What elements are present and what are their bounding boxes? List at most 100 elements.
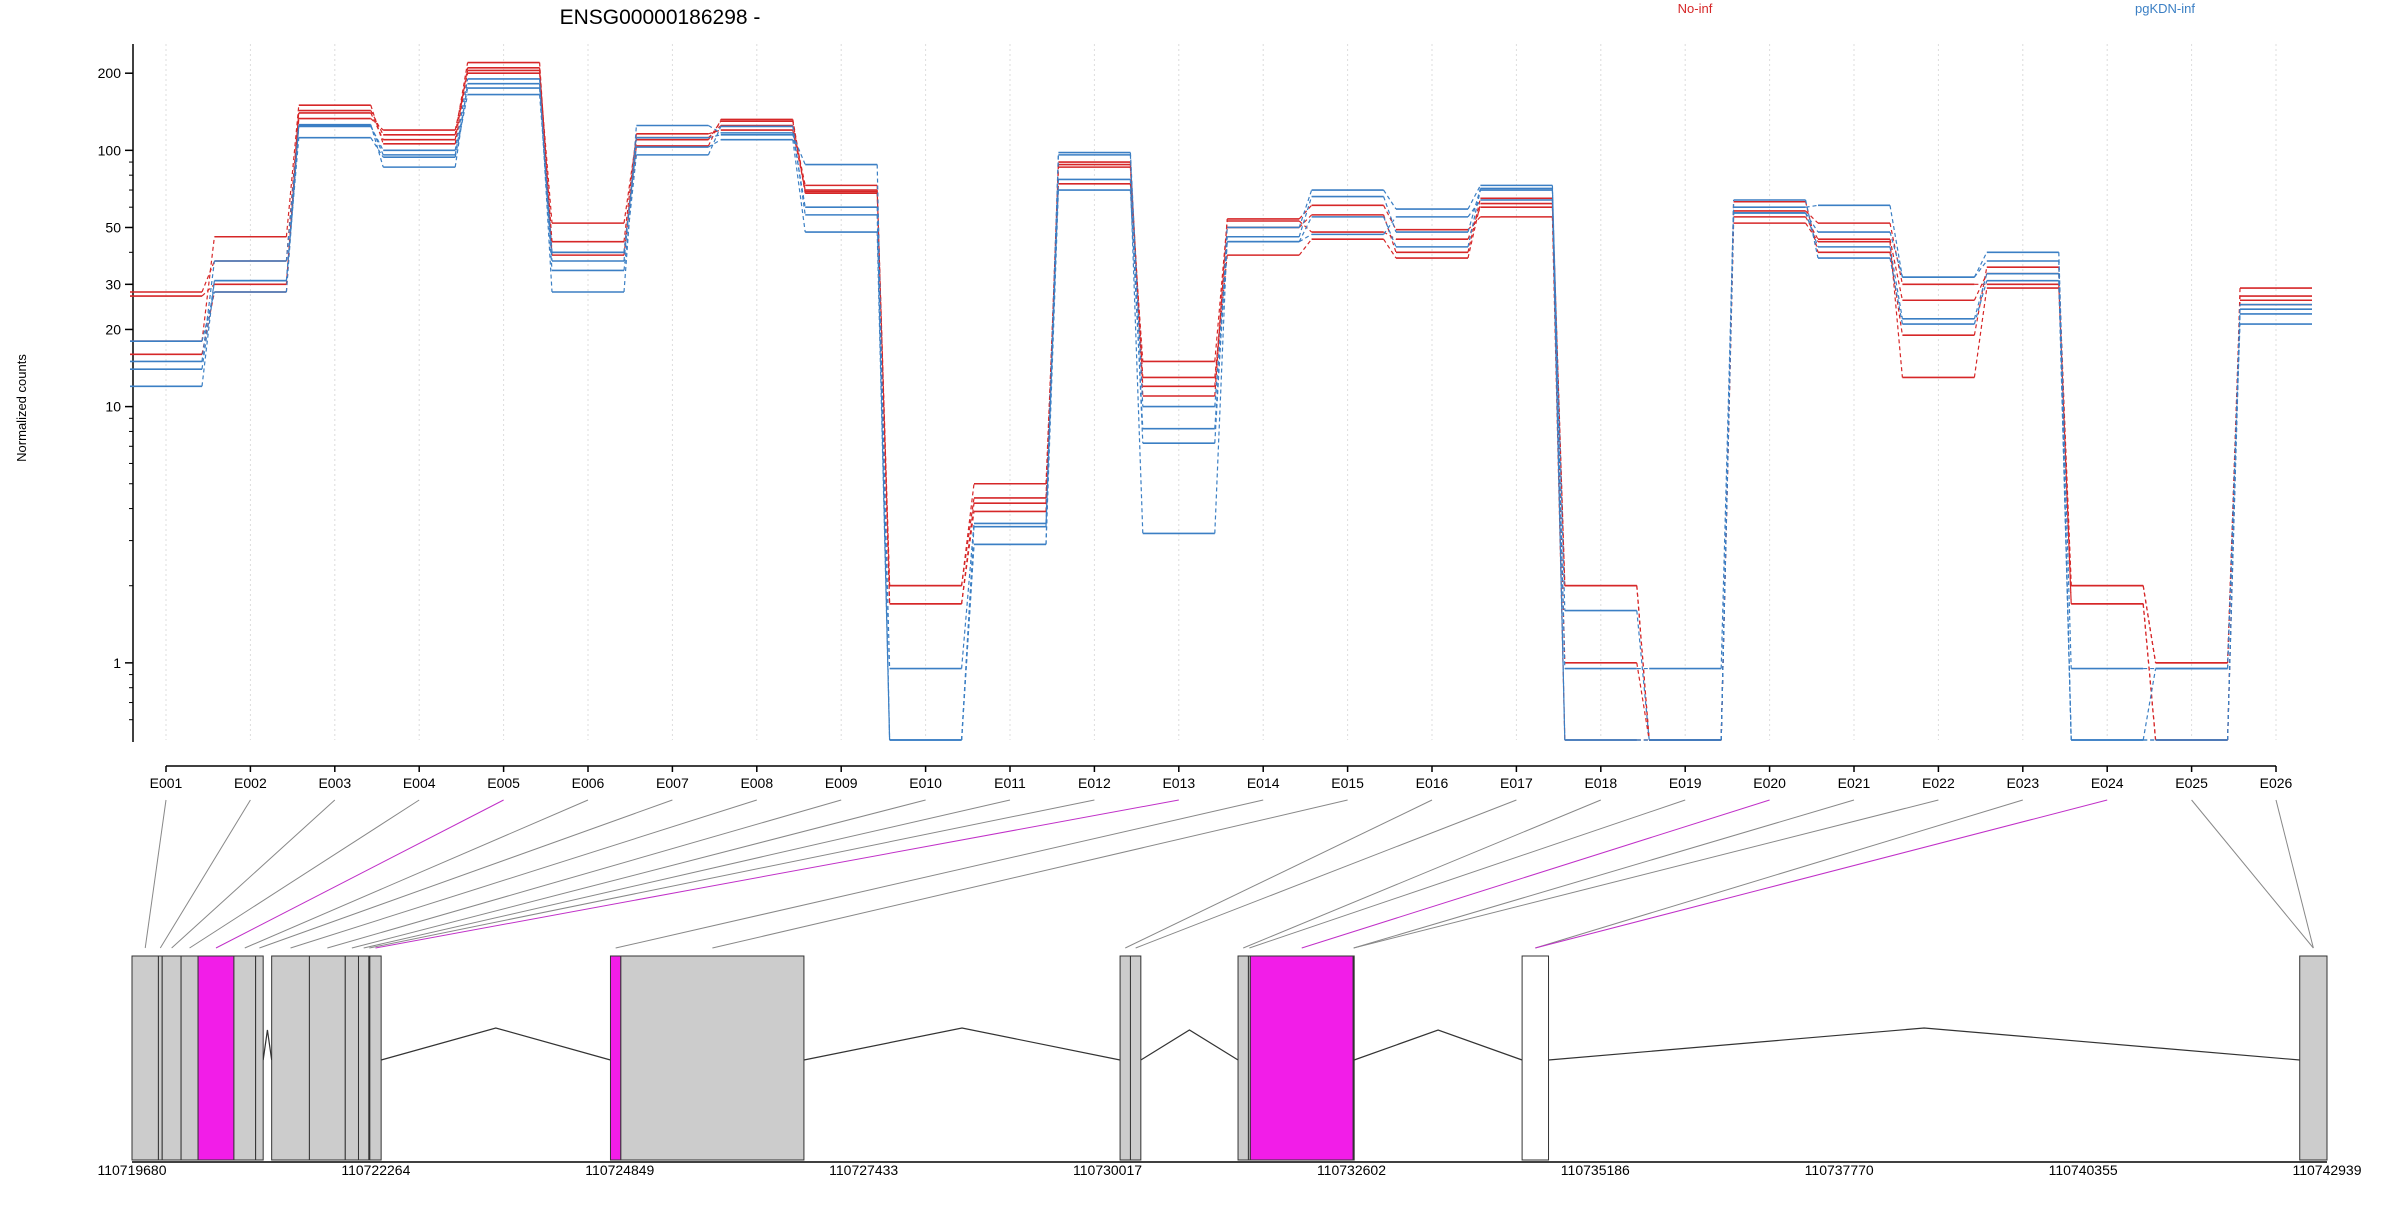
exon-box <box>161 955 182 1161</box>
connector-line <box>1636 610 1650 741</box>
connector-line <box>1214 236 1228 534</box>
exon-bin-link <box>244 799 589 949</box>
connector-line <box>370 137 384 158</box>
exon-box <box>1237 955 1249 1161</box>
connector-line <box>1973 252 1988 278</box>
exon-box <box>609 955 622 1161</box>
connector-line <box>1889 205 1903 278</box>
connector-line <box>2142 668 2157 741</box>
connector-line <box>201 280 215 387</box>
connector-line <box>1889 239 1903 301</box>
x-tick-label: E012 <box>1078 775 1111 791</box>
exon-box <box>255 955 264 1161</box>
connector-line <box>1889 241 1903 378</box>
exon-bin-link <box>712 799 1348 949</box>
connector-line <box>1973 273 1988 320</box>
series-pgKDN-inf <box>130 93 2312 741</box>
exon-bin-link <box>2191 799 2314 949</box>
plot-area: 1 10 20 30 50 100 200 E001 E002 E003 E004 E005 E006 E… <box>98 44 2312 791</box>
connector-line <box>1973 280 1988 325</box>
connector-line <box>2142 585 2157 663</box>
connector-line <box>2142 603 2157 741</box>
exon-bin-link <box>375 799 1179 949</box>
exon-bin-link <box>189 799 420 949</box>
intron-line <box>1140 1029 1239 1061</box>
connector-line <box>454 70 469 144</box>
connector-line <box>623 145 637 256</box>
connector-line <box>707 126 722 156</box>
connector-line <box>454 67 469 140</box>
series-No-inf <box>130 66 2312 741</box>
y-tick-label: 1 <box>113 655 121 671</box>
connector-line <box>1720 199 1735 741</box>
exon-box <box>131 955 159 1161</box>
connector-line <box>1383 231 1397 240</box>
connector-line <box>1214 241 1228 407</box>
connector-line <box>1467 198 1481 253</box>
exon-bin-link <box>215 799 504 949</box>
x-tick-label: E006 <box>572 775 605 791</box>
exon-bin-link <box>1125 799 1433 949</box>
connector-line <box>1129 190 1144 429</box>
exon-box <box>197 955 235 1161</box>
series-pgKDN-inf <box>130 78 2312 670</box>
connector-line <box>1805 216 1819 240</box>
connector-line <box>201 280 215 370</box>
x-tick-label: E004 <box>403 775 436 791</box>
x-tick-label: E025 <box>2175 775 2208 791</box>
x-tick-label: E007 <box>656 775 689 791</box>
x-tick-label: E009 <box>825 775 858 791</box>
x-tick-label: E003 <box>318 775 351 791</box>
connector-line <box>285 125 300 262</box>
x-tick-label: E019 <box>1669 775 1702 791</box>
exon-bin-link <box>327 799 842 949</box>
connector-line <box>1298 204 1313 220</box>
connector-line <box>1383 216 1397 235</box>
genome-tick-label: 110735186 <box>1561 1162 1630 1178</box>
exon-bin-link <box>1249 799 1686 949</box>
connector-line <box>1214 218 1228 397</box>
connector-line <box>876 214 891 741</box>
exon-bin-link <box>1353 799 1855 949</box>
connector-line <box>792 134 806 165</box>
connector-line <box>1889 246 1903 319</box>
exon-box <box>1521 955 1550 1161</box>
exon-box <box>180 955 199 1161</box>
y-axis-label: Normalized counts <box>14 354 29 462</box>
connector-line <box>2058 280 2072 741</box>
connector-line <box>1214 227 1228 387</box>
intron-line <box>380 1027 611 1061</box>
connector-line <box>1467 188 1481 233</box>
genome-tick-label: 110724849 <box>585 1162 654 1178</box>
genome-tick-label: 110722264 <box>341 1162 410 1178</box>
exon-box <box>1249 955 1354 1161</box>
exon-bin-link <box>615 799 1264 949</box>
legend-label-no-inf: No-inf <box>1678 1 1713 16</box>
x-tick-label: E016 <box>1416 775 1449 791</box>
connector-line <box>1805 212 1819 248</box>
connector-line <box>1467 216 1481 231</box>
x-tick-label: E026 <box>2260 775 2293 791</box>
exon-bin-link <box>171 799 336 949</box>
connector-line <box>1298 233 1312 243</box>
connector-line <box>1383 196 1397 233</box>
genome-tick-label: 110737770 <box>1805 1162 1874 1178</box>
connector-line <box>2227 313 2241 741</box>
connector-line <box>370 125 384 156</box>
connector-line <box>1467 203 1481 259</box>
exon-box <box>620 955 805 1161</box>
connector-line <box>708 139 722 148</box>
connector-line <box>1045 179 1059 527</box>
connector-line <box>1298 220 1312 233</box>
y-tick-label: 100 <box>98 142 122 158</box>
connector-line <box>454 78 469 151</box>
connector-line <box>1383 238 1397 259</box>
x-tick-label: E011 <box>994 775 1026 791</box>
exon-box <box>344 955 359 1161</box>
y-tick-label: 30 <box>105 276 121 292</box>
intron-line <box>803 1027 1121 1061</box>
intron-line <box>1353 1029 1523 1061</box>
connector-line <box>1889 231 1903 278</box>
x-tick-label: E014 <box>1247 775 1280 791</box>
connector-line <box>539 88 553 271</box>
